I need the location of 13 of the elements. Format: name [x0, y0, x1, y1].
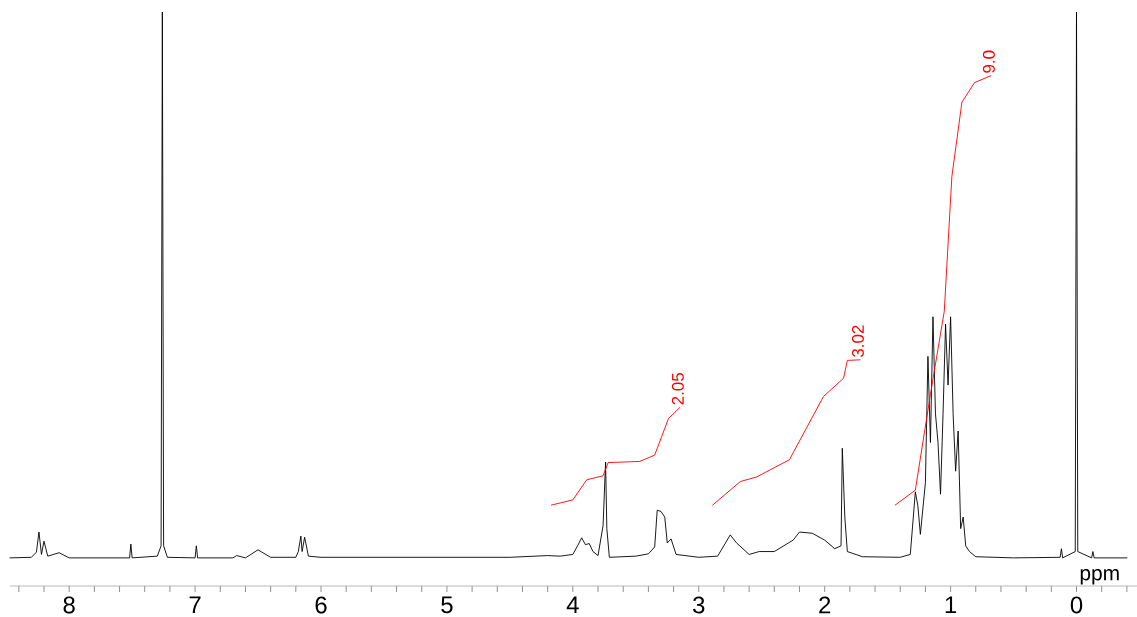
x-tick-label: 8 — [63, 596, 75, 614]
annotation: 9.0 — [982, 50, 995, 73]
x-tick-label: 4 — [566, 596, 579, 613]
x-tick-label: 7 — [189, 596, 201, 613]
x-tick-label: 0 — [1070, 596, 1083, 614]
annotation: 2.05 — [671, 373, 684, 405]
x-tick-label: 6 — [315, 596, 327, 614]
annotation: 3.02 — [851, 325, 864, 357]
x-tick-label: 3 — [693, 596, 705, 614]
x-axis-title: ppm — [1080, 569, 1119, 585]
x-tick-label: 1 — [945, 596, 957, 613]
x-tick-label: 5 — [441, 596, 453, 614]
x-tick-label: 2 — [819, 596, 831, 614]
